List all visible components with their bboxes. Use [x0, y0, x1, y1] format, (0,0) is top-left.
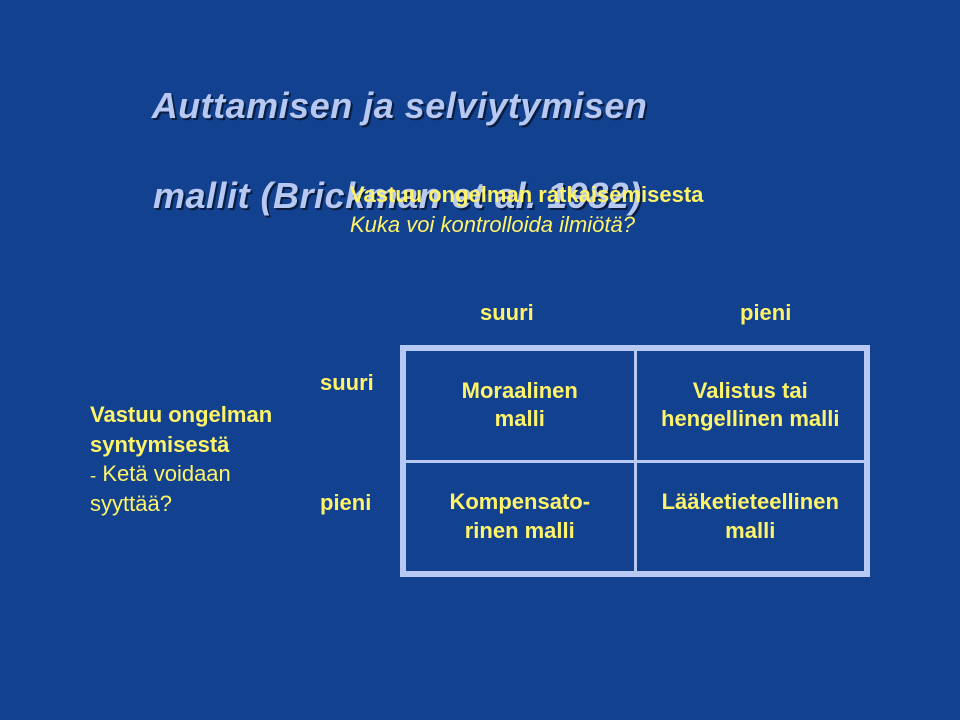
cell-moral: Moraalinen malli — [405, 350, 636, 462]
row-axis-subnote: - Ketä voidaan syyttää? — [90, 461, 231, 516]
cell-compensatory: Kompensato- rinen malli — [405, 461, 636, 573]
cell-enl-l1: Valistus tai — [693, 378, 808, 403]
row-header-bottom: pieni — [320, 490, 371, 516]
row-axis-line1: Vastuu ongelman — [90, 402, 272, 427]
column-header-right: pieni — [740, 300, 791, 326]
cell-moral-l1: Moraalinen — [462, 378, 578, 403]
model-table: Moraalinen malli Valistus tai hengelline… — [403, 348, 867, 574]
cell-enlightenment: Valistus tai hengellinen malli — [635, 350, 866, 462]
row-axis-label: Vastuu ongelman syntymisestä - Ketä void… — [90, 400, 272, 519]
cell-comp-l2: rinen malli — [465, 518, 575, 543]
row-axis-subnote-text2: syyttää? — [90, 491, 172, 516]
cell-enl-l2: hengellinen malli — [661, 406, 839, 431]
title-line1: Auttamisen ja selviytymisen — [152, 85, 648, 126]
slide: Auttamisen ja selviytymisen mallit (Bric… — [0, 0, 960, 720]
row-axis-subnote-text1: Ketä voidaan — [96, 461, 231, 486]
column-header-left: suuri — [480, 300, 534, 326]
column-axis-line2: Kuka voi kontrolloida ilmiötä? — [350, 212, 635, 237]
cell-medical: Lääketieteellinen malli — [635, 461, 866, 573]
row-axis-line2: syntymisestä — [90, 432, 229, 457]
cell-med-l1: Lääketieteellinen — [662, 489, 839, 514]
cell-med-l2: malli — [725, 518, 775, 543]
cell-comp-l1: Kompensato- — [449, 489, 590, 514]
column-axis-line1: Vastuu ongelman ratkaisemisesta — [350, 182, 703, 207]
cell-moral-l2: malli — [495, 406, 545, 431]
row-header-top: suuri — [320, 370, 374, 396]
model-matrix: Moraalinen malli Valistus tai hengelline… — [400, 345, 870, 577]
column-axis-label: Vastuu ongelman ratkaisemisesta Kuka voi… — [350, 180, 703, 239]
